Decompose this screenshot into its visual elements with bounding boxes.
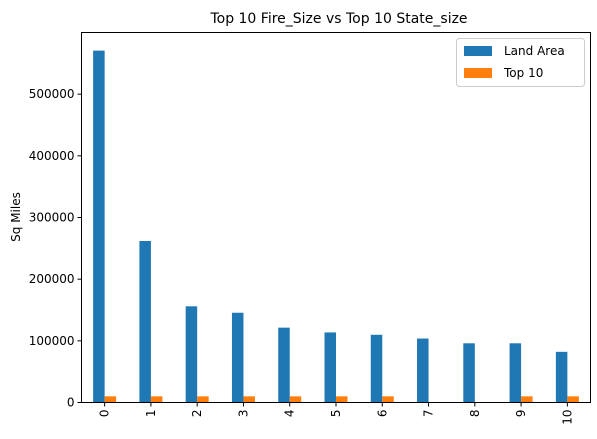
y-axis-label: Sq Miles <box>9 192 23 242</box>
y-tick-label: 400000 <box>29 149 75 163</box>
x-tick-label: 6 <box>375 410 389 418</box>
bar-land-area-5 <box>324 332 336 403</box>
y-tick-label: 200000 <box>29 272 75 286</box>
chart-title: Top 10 Fire_Size vs Top 10 State_size <box>209 11 467 27</box>
legend-swatch <box>464 46 492 56</box>
bar-land-area-0 <box>93 50 105 403</box>
x-tick-label: 9 <box>514 410 528 418</box>
bar-land-area-7 <box>417 338 429 403</box>
bar-top-10-1 <box>150 396 163 403</box>
bar-land-area-8 <box>463 343 475 403</box>
y-axis: 0 100000 200000 300000 400000 500000 <box>29 87 82 410</box>
x-tick-label: 7 <box>422 410 436 418</box>
bars-group <box>93 50 579 403</box>
bar-land-area-9 <box>509 343 522 403</box>
legend-swatch <box>464 68 492 78</box>
x-tick-label: 8 <box>468 410 482 418</box>
legend-label: Land Area <box>504 44 565 58</box>
x-tick-label: 3 <box>236 410 250 418</box>
bar-land-area-3 <box>231 312 244 403</box>
bar-top-10-5 <box>336 396 348 403</box>
y-tick-label: 100000 <box>29 334 75 348</box>
bar-top-10-2 <box>197 396 209 403</box>
x-axis: 0 1 2 3 4 5 6 7 8 9 10 <box>98 402 574 425</box>
y-tick-label: 0 <box>67 396 75 410</box>
y-tick-label: 300000 <box>29 211 75 225</box>
bar-land-area-4 <box>278 327 290 403</box>
plot-frame <box>81 32 591 403</box>
bar-top-10-4 <box>289 396 302 403</box>
x-tick-label: 1 <box>144 410 158 418</box>
bar-top-10-0 <box>104 396 117 403</box>
x-tick-label: 0 <box>98 410 112 418</box>
legend-label: Top 10 <box>503 66 543 80</box>
x-tick-label: 10 <box>560 410 574 425</box>
bar-top-10-3 <box>243 396 255 403</box>
x-tick-label: 5 <box>329 410 343 418</box>
bar-land-area-1 <box>139 240 151 403</box>
bar-land-area-6 <box>370 334 383 403</box>
y-tick-label: 500000 <box>29 87 75 101</box>
bar-top-10-10 <box>567 396 579 403</box>
x-tick-label: 2 <box>190 410 204 418</box>
bar-land-area-2 <box>185 306 198 403</box>
legend: Land Area Top 10 <box>456 38 585 87</box>
bar-land-area-10 <box>555 351 568 403</box>
x-tick-label: 4 <box>283 410 297 418</box>
bar-top-10-9 <box>521 396 533 403</box>
bar-top-10-6 <box>382 396 394 403</box>
